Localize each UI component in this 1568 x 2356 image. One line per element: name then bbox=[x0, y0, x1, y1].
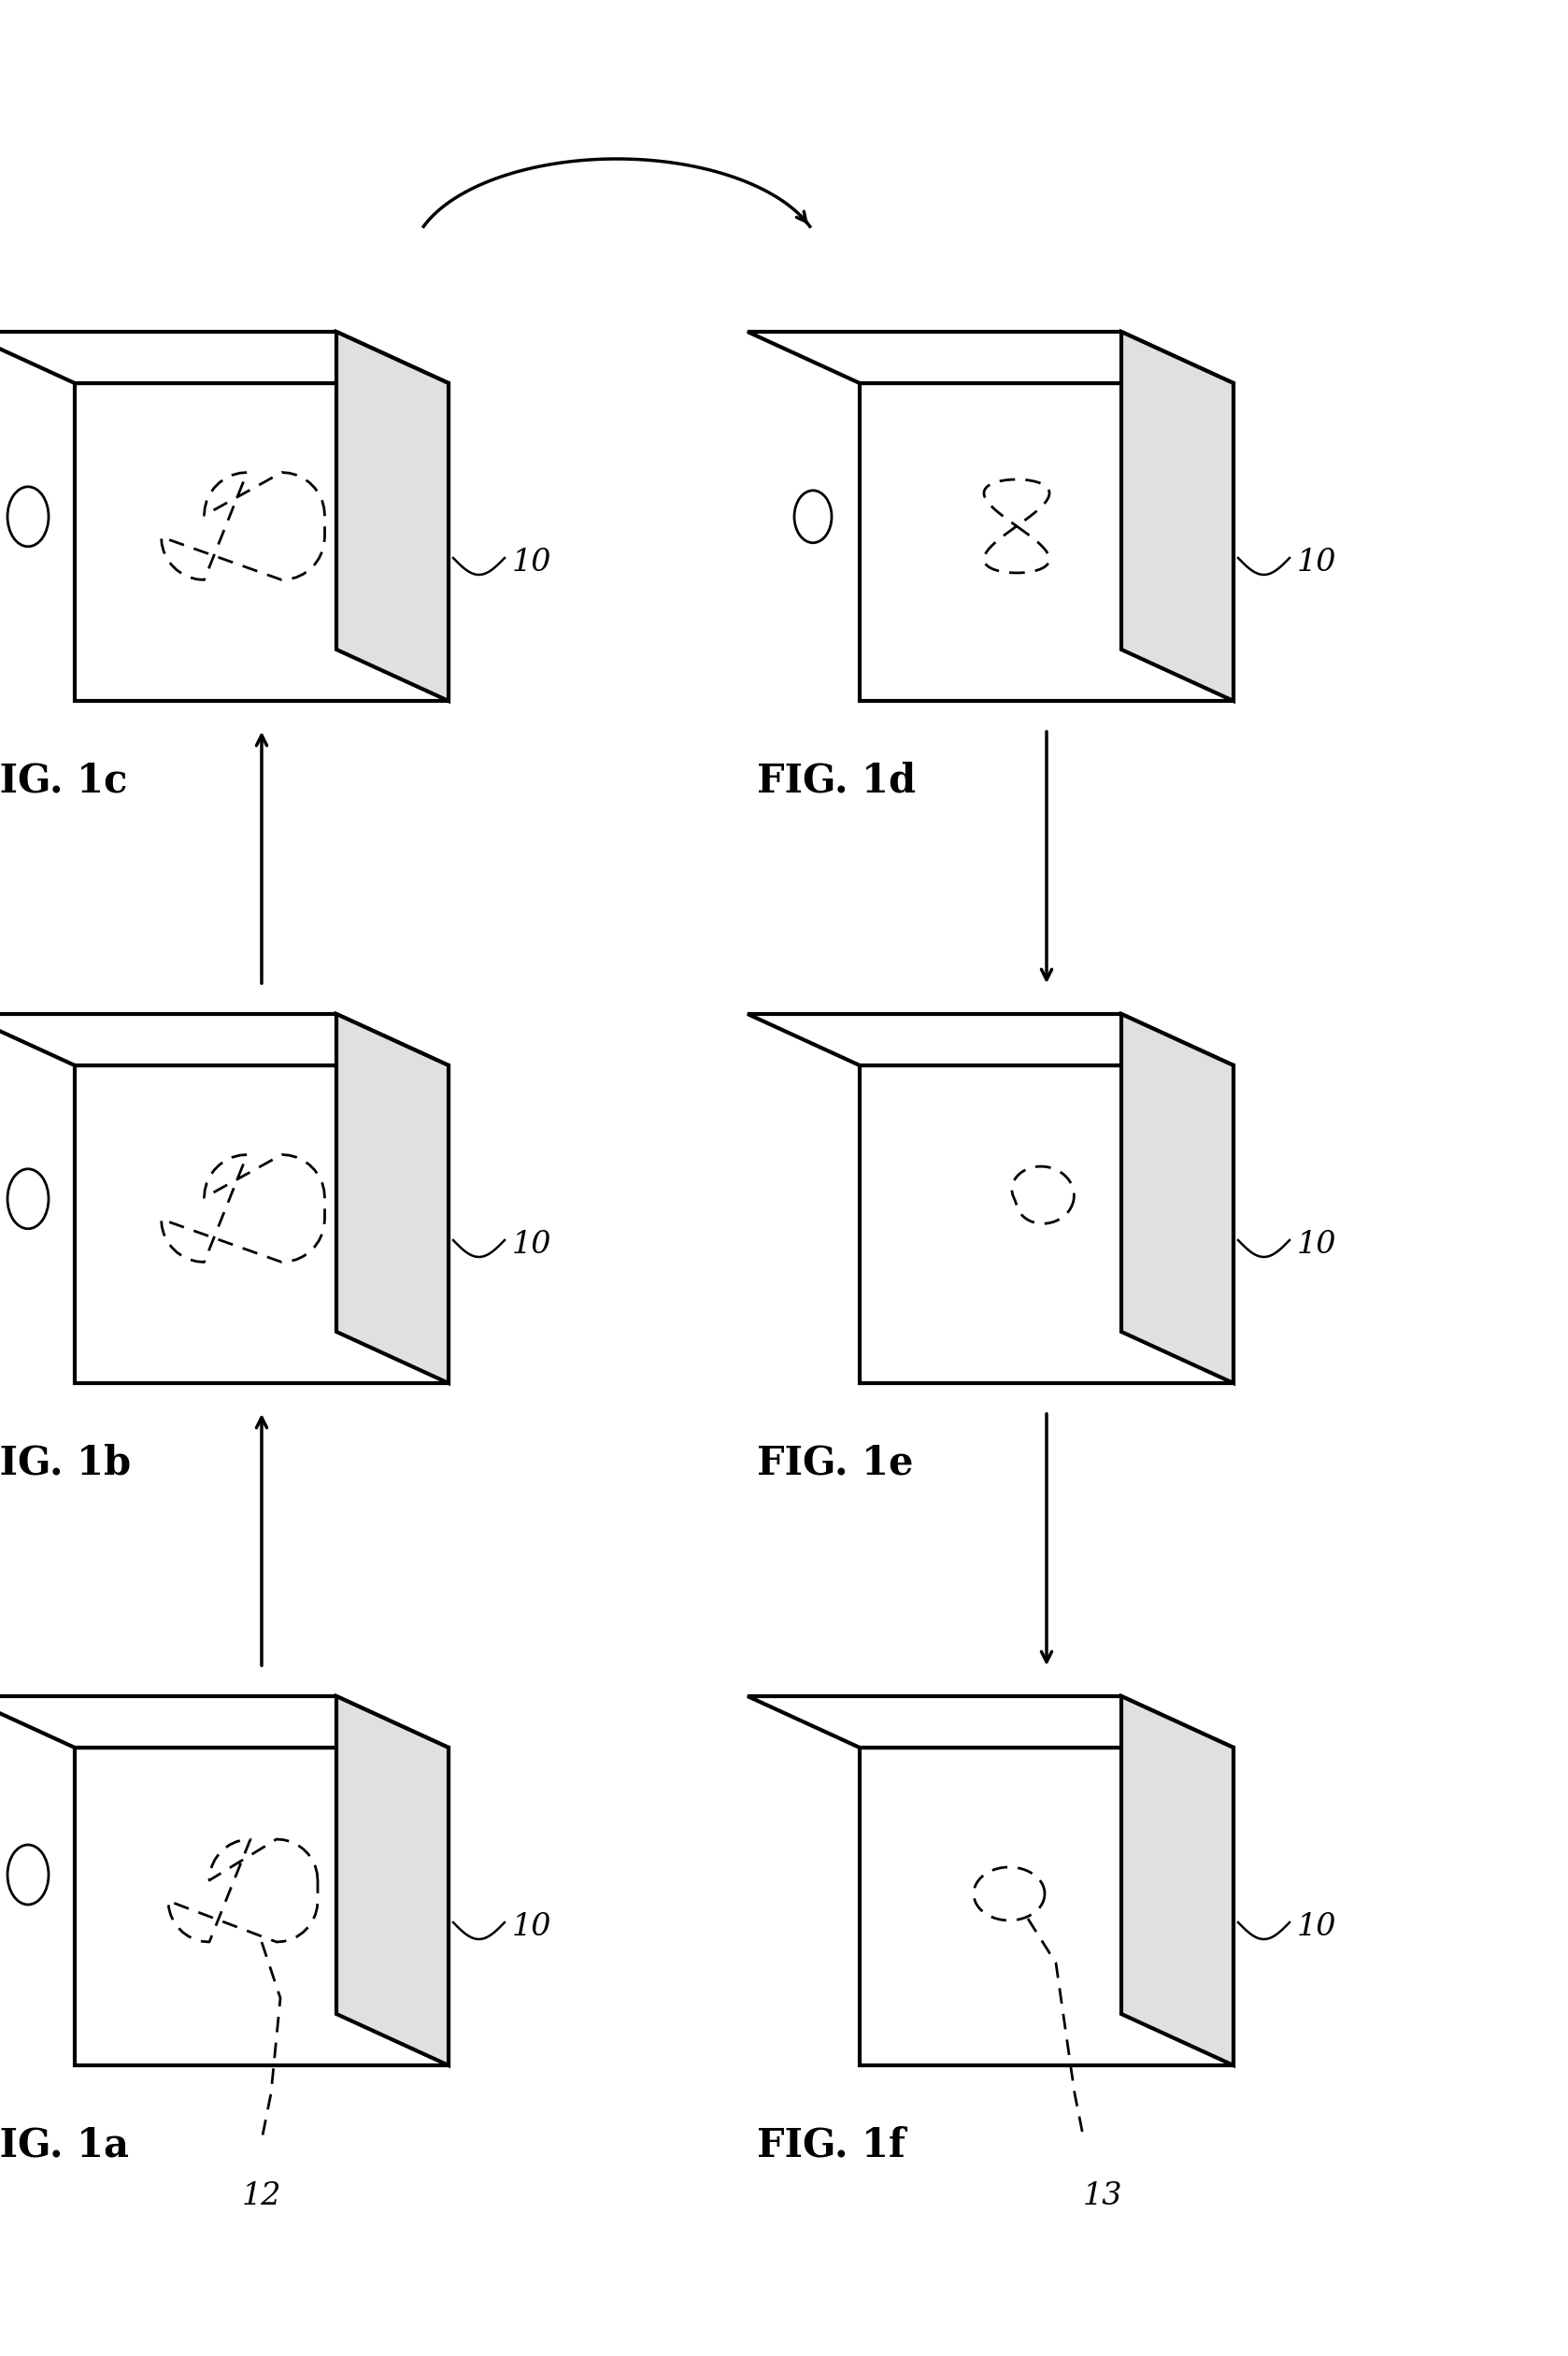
Polygon shape bbox=[337, 1696, 448, 2066]
Text: FIG. 1c: FIG. 1c bbox=[0, 761, 127, 801]
Polygon shape bbox=[337, 1013, 448, 1383]
Text: FIG. 1a: FIG. 1a bbox=[0, 2125, 129, 2165]
Polygon shape bbox=[0, 1696, 448, 1748]
Text: FIG. 1e: FIG. 1e bbox=[757, 1444, 914, 1484]
Polygon shape bbox=[748, 1013, 1234, 1065]
Polygon shape bbox=[748, 332, 1234, 384]
Polygon shape bbox=[1121, 1013, 1234, 1383]
Polygon shape bbox=[75, 1748, 448, 2066]
Text: 10: 10 bbox=[1297, 547, 1338, 577]
Text: FIG. 1b: FIG. 1b bbox=[0, 1444, 132, 1484]
Text: 10: 10 bbox=[513, 547, 552, 577]
Text: 10: 10 bbox=[1297, 1230, 1338, 1260]
Polygon shape bbox=[0, 1013, 448, 1065]
Text: 13: 13 bbox=[1083, 2182, 1123, 2212]
Polygon shape bbox=[1121, 332, 1234, 702]
Polygon shape bbox=[1121, 1696, 1234, 2066]
Polygon shape bbox=[75, 384, 448, 702]
Text: 12: 12 bbox=[241, 2182, 282, 2212]
Polygon shape bbox=[859, 1748, 1234, 2066]
Polygon shape bbox=[859, 384, 1234, 702]
Polygon shape bbox=[0, 332, 448, 384]
Text: 10: 10 bbox=[513, 1230, 552, 1260]
Polygon shape bbox=[748, 1696, 1234, 1748]
Text: 10: 10 bbox=[513, 1913, 552, 1941]
Polygon shape bbox=[75, 1065, 448, 1383]
Text: 10: 10 bbox=[1297, 1913, 1338, 1941]
Polygon shape bbox=[337, 332, 448, 702]
Text: FIG. 1d: FIG. 1d bbox=[757, 761, 916, 801]
Text: FIG. 1f: FIG. 1f bbox=[757, 2125, 905, 2165]
Polygon shape bbox=[859, 1065, 1234, 1383]
